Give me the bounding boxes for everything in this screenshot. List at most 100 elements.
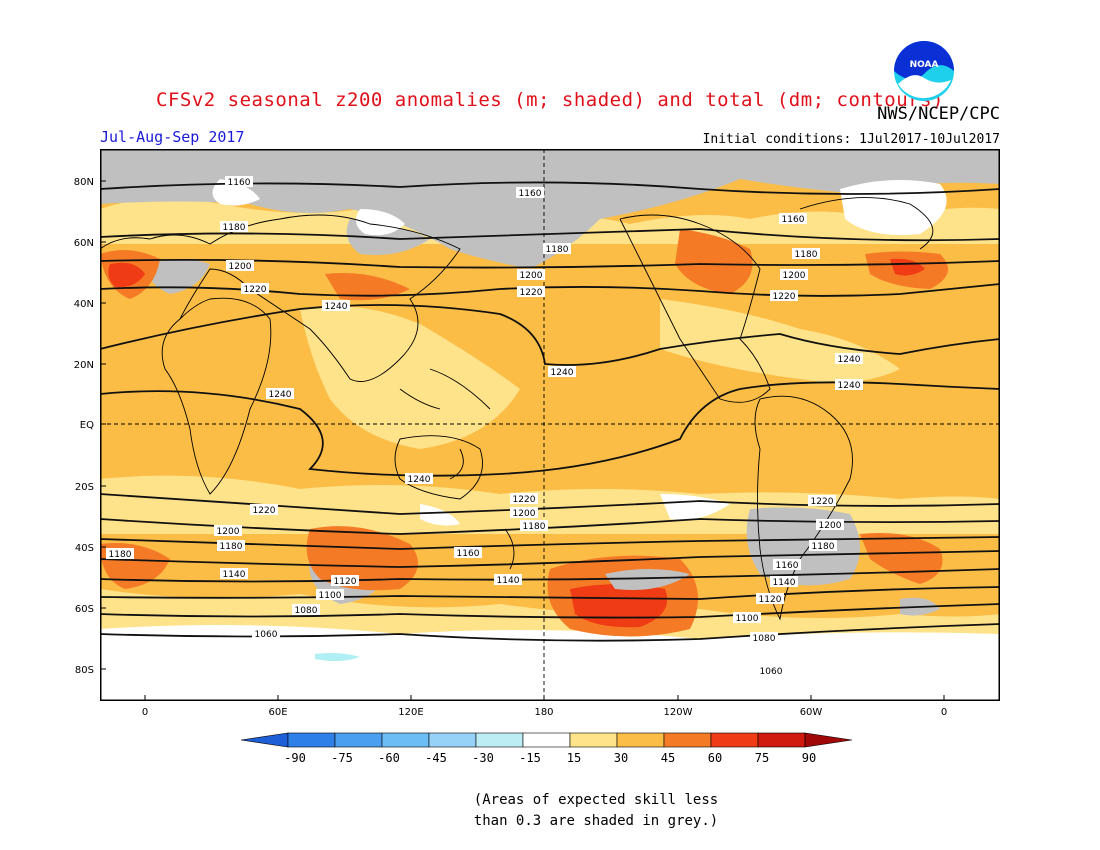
colorbar-arrow-right: [804, 732, 853, 748]
svg-text:1160: 1160: [782, 215, 805, 225]
contour-label: 1240: [835, 353, 863, 365]
map-frame: [100, 149, 1000, 701]
svg-text:1140: 1140: [223, 570, 246, 580]
contour-label: 1220: [241, 283, 269, 295]
contour-label: 1140: [494, 574, 522, 586]
shading-red: [108, 258, 925, 628]
colorbar-arrow-left: [240, 732, 289, 748]
contour-label: 1240: [266, 388, 294, 400]
skill-note-line: (Areas of expected skill less: [473, 792, 719, 808]
contour-label: 1160: [779, 213, 807, 225]
contour-labels: 1160 1160 1160 1180 1180 1180 1200 1200 …: [106, 176, 863, 677]
svg-text:1060: 1060: [760, 667, 783, 677]
svg-text:1240: 1240: [408, 475, 431, 485]
contour-label: 1060: [757, 665, 785, 677]
svg-text:1180: 1180: [546, 245, 569, 255]
lat-label: 20N: [74, 360, 94, 371]
svg-text:1120: 1120: [759, 595, 782, 605]
colorbar-cell: [381, 732, 430, 748]
lat-label: 60N: [74, 238, 94, 249]
contour-label: 1180: [520, 520, 548, 532]
contour-label: 1220: [808, 495, 836, 507]
colorbar-label: -45: [425, 751, 447, 765]
contour-label: 1200: [780, 269, 808, 281]
contour-label: 1240: [405, 473, 433, 485]
contour-label: 1200: [214, 525, 242, 537]
lon-label: 120W: [664, 707, 693, 718]
svg-text:1160: 1160: [519, 189, 542, 199]
svg-text:1140: 1140: [773, 578, 796, 588]
svg-text:1180: 1180: [223, 223, 246, 233]
grid-lines: [100, 149, 1000, 701]
colorbar-label: -15: [519, 751, 541, 765]
contour-label: 1160: [454, 547, 482, 559]
contour-label: 1140: [220, 568, 248, 580]
svg-text:1200: 1200: [217, 527, 240, 537]
lat-label: 40S: [75, 543, 94, 554]
svg-text:1180: 1180: [812, 542, 835, 552]
colorbar-cell: [522, 732, 571, 748]
lat-label: 80N: [74, 177, 94, 188]
contour-label: 1120: [331, 575, 359, 587]
svg-text:1100: 1100: [736, 614, 759, 624]
lon-label: 60E: [268, 707, 287, 718]
colorbar-label: -60: [378, 751, 400, 765]
svg-text:1220: 1220: [520, 288, 543, 298]
anomaly-map: 1160 1160 1160 1180 1180 1180 1200 1200 …: [100, 149, 1000, 701]
svg-text:1060: 1060: [255, 630, 278, 640]
svg-text:1200: 1200: [783, 271, 806, 281]
lon-label: 60W: [800, 707, 823, 718]
svg-text:1180: 1180: [220, 542, 243, 552]
noaa-logo: NOAA: [894, 41, 954, 101]
svg-text:1220: 1220: [513, 495, 536, 505]
svg-text:1080: 1080: [295, 606, 318, 616]
noaa-logo-text: NOAA: [910, 60, 939, 70]
contour-label: 1100: [733, 612, 761, 624]
colorbar-cell: [287, 732, 336, 748]
colorbar-cell: [710, 732, 759, 748]
svg-text:1240: 1240: [838, 355, 861, 365]
colorbar-label: 30: [613, 751, 629, 765]
svg-text:1200: 1200: [513, 509, 536, 519]
colorbar-label: 90: [801, 751, 817, 765]
svg-text:1100: 1100: [319, 591, 342, 601]
shading-grey-inner: [605, 569, 690, 590]
agency-label: NWS/NCEP/CPC: [877, 104, 1000, 124]
svg-text:1160: 1160: [228, 178, 251, 188]
map-title: CFSv2 seasonal z200 anomalies (m; shaded…: [156, 89, 944, 111]
svg-text:1200: 1200: [520, 271, 543, 281]
contour-label: 1200: [517, 269, 545, 281]
svg-text:1220: 1220: [244, 285, 267, 295]
colorbar-cell: [757, 732, 806, 748]
svg-text:1220: 1220: [253, 506, 276, 516]
contour-label: 1140: [770, 576, 798, 588]
contour-label: 1220: [517, 286, 545, 298]
svg-text:1240: 1240: [838, 381, 861, 391]
contour-label: 1160: [773, 559, 801, 571]
colorbar-cell: [428, 732, 477, 748]
contour-label: 1100: [316, 589, 344, 601]
contour-label: 1220: [510, 493, 538, 505]
colorbar-cell: [334, 732, 383, 748]
svg-text:1200: 1200: [819, 521, 842, 531]
colorbar-label: 75: [754, 751, 770, 765]
svg-text:1220: 1220: [811, 497, 834, 507]
contour-label: 1180: [106, 548, 134, 560]
colorbar-label: -90: [284, 751, 306, 765]
colorbar-label: 45: [660, 751, 676, 765]
colorbar-label: 60: [707, 751, 723, 765]
lat-label: 80S: [75, 665, 94, 676]
contour-label: 1160: [225, 176, 253, 188]
contour-label: 1200: [510, 507, 538, 519]
svg-text:1180: 1180: [795, 250, 818, 260]
forecast-period: Jul-Aug-Sep 2017: [100, 128, 245, 146]
contour-label: 1180: [543, 243, 571, 255]
contour-label: 1200: [226, 260, 254, 272]
lon-label: 120E: [398, 707, 423, 718]
svg-text:1240: 1240: [325, 302, 348, 312]
contour-label: 1120: [756, 593, 784, 605]
contour-label: 1180: [220, 221, 248, 233]
colorbar-cell: [475, 732, 524, 748]
shading-light-blue: [315, 653, 360, 662]
svg-text:1120: 1120: [334, 577, 357, 587]
